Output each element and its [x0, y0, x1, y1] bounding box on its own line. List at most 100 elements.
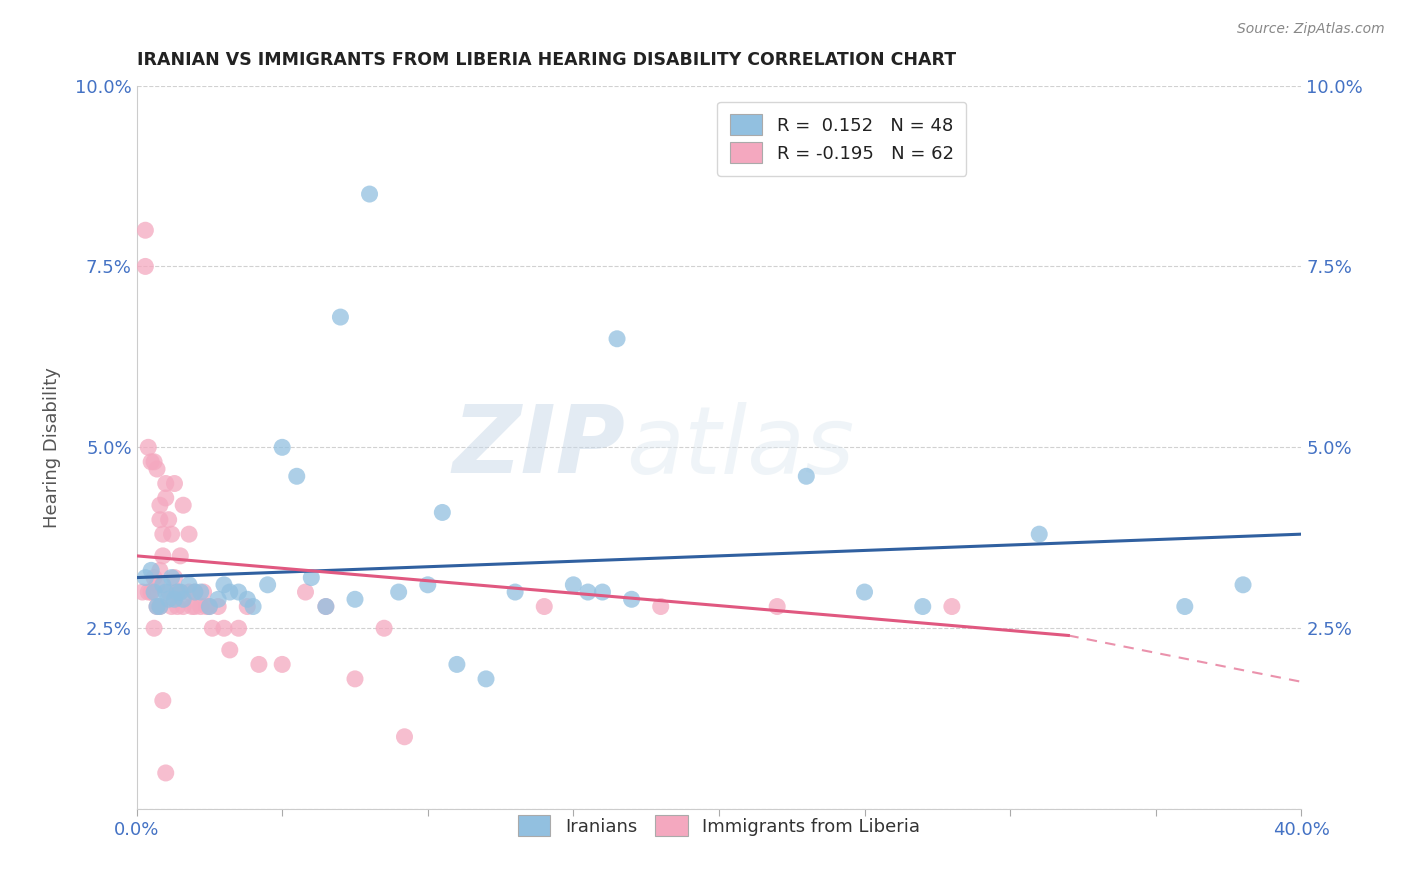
Point — [155, 766, 177, 780]
Point — [152, 527, 174, 541]
Text: ZIP: ZIP — [453, 401, 626, 493]
Point — [177, 585, 200, 599]
Point — [576, 585, 599, 599]
Legend: Iranians, Immigrants from Liberia: Iranians, Immigrants from Liberia — [510, 808, 928, 844]
Point — [169, 549, 191, 563]
Y-axis label: Hearing Disability: Hearing Disability — [44, 367, 60, 528]
Point — [149, 563, 172, 577]
Point — [149, 599, 172, 614]
Point — [184, 599, 207, 614]
Point — [343, 672, 366, 686]
Point — [941, 599, 963, 614]
Point — [166, 599, 188, 614]
Point — [416, 578, 439, 592]
Point — [475, 672, 498, 686]
Point — [794, 469, 817, 483]
Point — [160, 571, 183, 585]
Text: IRANIAN VS IMMIGRANTS FROM LIBERIA HEARING DISABILITY CORRELATION CHART: IRANIAN VS IMMIGRANTS FROM LIBERIA HEARI… — [136, 51, 956, 69]
Point — [285, 469, 308, 483]
Point — [143, 621, 166, 635]
Point — [141, 585, 163, 599]
Point — [394, 730, 416, 744]
Point — [315, 599, 337, 614]
Point — [242, 599, 264, 614]
Point — [271, 657, 294, 672]
Point — [172, 498, 194, 512]
Point — [172, 592, 194, 607]
Point — [157, 585, 180, 599]
Point — [149, 498, 172, 512]
Point — [193, 585, 215, 599]
Point — [198, 599, 221, 614]
Point — [620, 592, 643, 607]
Point — [207, 599, 229, 614]
Point — [143, 571, 166, 585]
Point — [198, 599, 221, 614]
Point — [152, 693, 174, 707]
Point — [650, 599, 672, 614]
Point — [201, 621, 224, 635]
Point — [155, 476, 177, 491]
Point — [236, 592, 259, 607]
Point — [329, 310, 352, 324]
Point — [149, 599, 172, 614]
Point — [160, 599, 183, 614]
Point — [143, 455, 166, 469]
Point — [256, 578, 278, 592]
Point — [207, 592, 229, 607]
Point — [359, 187, 381, 202]
Point — [157, 513, 180, 527]
Point — [141, 585, 163, 599]
Point — [562, 578, 585, 592]
Point — [157, 592, 180, 607]
Point — [190, 599, 212, 614]
Point — [228, 585, 250, 599]
Point — [155, 491, 177, 505]
Point — [177, 578, 200, 592]
Point — [432, 505, 454, 519]
Point — [143, 585, 166, 599]
Point — [294, 585, 316, 599]
Point — [163, 592, 186, 607]
Point — [152, 578, 174, 592]
Point — [446, 657, 468, 672]
Point — [228, 621, 250, 635]
Point — [146, 599, 169, 614]
Point — [343, 592, 366, 607]
Point — [149, 513, 172, 527]
Point — [169, 585, 191, 599]
Point — [592, 585, 614, 599]
Point — [152, 549, 174, 563]
Point — [315, 599, 337, 614]
Point — [1174, 599, 1197, 614]
Point — [134, 260, 156, 274]
Point — [184, 585, 207, 599]
Point — [141, 455, 163, 469]
Point — [212, 621, 235, 635]
Point — [136, 585, 159, 599]
Point — [169, 585, 191, 599]
Point — [299, 571, 322, 585]
Point — [163, 571, 186, 585]
Point — [212, 578, 235, 592]
Point — [177, 527, 200, 541]
Point — [271, 440, 294, 454]
Text: Source: ZipAtlas.com: Source: ZipAtlas.com — [1237, 22, 1385, 37]
Point — [181, 599, 204, 614]
Point — [160, 527, 183, 541]
Point — [134, 571, 156, 585]
Point — [1028, 527, 1050, 541]
Point — [134, 223, 156, 237]
Point — [606, 332, 628, 346]
Point — [533, 599, 555, 614]
Point — [166, 585, 188, 599]
Point — [373, 621, 395, 635]
Point — [247, 657, 270, 672]
Point — [911, 599, 934, 614]
Point — [218, 643, 240, 657]
Point — [131, 585, 153, 599]
Point — [163, 476, 186, 491]
Point — [1232, 578, 1254, 592]
Point — [136, 440, 159, 454]
Point — [388, 585, 411, 599]
